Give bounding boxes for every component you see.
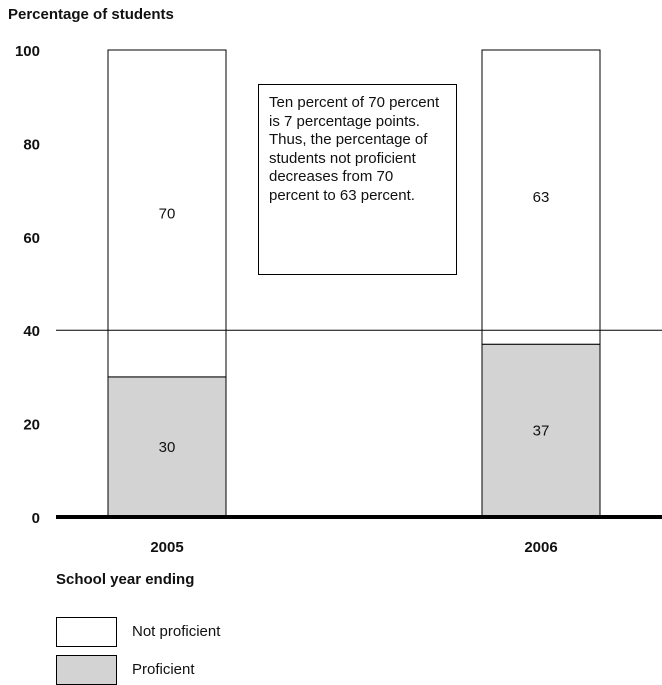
bar-not-proficient-2005 xyxy=(107,49,227,378)
x-tick-label-2006: 2006 xyxy=(524,539,557,556)
annotation-box: Ten percent of 70 percent is 7 percentag… xyxy=(258,84,457,275)
y-tick-label-40: 40 xyxy=(23,323,40,340)
y-tick-label-20: 20 xyxy=(23,417,40,434)
x-axis-title: School year ending xyxy=(56,571,195,588)
legend-swatch-not-proficient xyxy=(56,617,117,647)
bar-proficient-2005 xyxy=(107,376,227,518)
x-tick-label-2005: 2005 xyxy=(150,539,183,556)
bar-proficient-2006 xyxy=(481,343,601,518)
y-tick-label-100: 100 xyxy=(15,43,40,60)
data-label-proficient-2005: 30 xyxy=(159,439,176,456)
bar-not-proficient-2006 xyxy=(481,49,601,345)
y-axis-title: Percentage of students xyxy=(8,6,174,23)
data-label-not-proficient-2006: 63 xyxy=(533,189,550,206)
y-tick-label-0: 0 xyxy=(32,510,40,527)
stacked-bar-chart: 0 20 40 60 80 100 30 70 2005 37 63 2006 xyxy=(15,43,662,556)
data-label-not-proficient-2005: 70 xyxy=(159,205,176,222)
data-label-proficient-2006: 37 xyxy=(533,423,550,440)
legend-label-not-proficient: Not proficient xyxy=(132,623,221,640)
legend-swatch-proficient xyxy=(56,655,117,685)
y-tick-label-80: 80 xyxy=(23,136,40,153)
y-tick-label-60: 60 xyxy=(23,230,40,247)
legend-label-proficient: Proficient xyxy=(132,661,195,678)
